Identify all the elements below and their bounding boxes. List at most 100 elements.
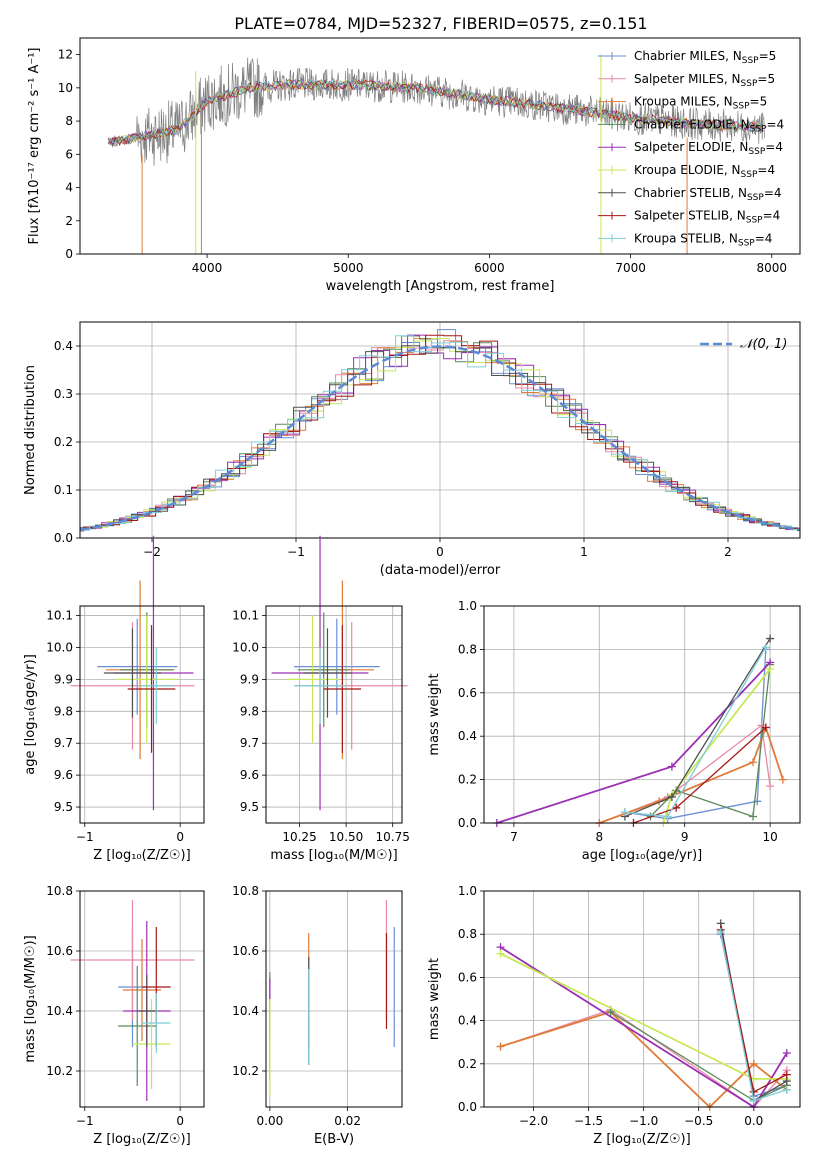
y-tick-label: 10.0: [46, 640, 73, 654]
legend-label: Salpeter MILES, NSSP=5: [634, 72, 775, 89]
axes-frame: [79, 890, 205, 1108]
series-marker: [782, 1070, 791, 1079]
series-marker: [496, 949, 505, 958]
y-tick-label: 0.0: [458, 1100, 477, 1114]
x-tick-label: 0: [176, 1114, 184, 1128]
x-tick-label: −1: [76, 830, 94, 844]
x-tick-label: 10.75: [376, 830, 410, 844]
series-line: [500, 1009, 788, 1108]
x-tick-label: 4000: [192, 261, 223, 275]
panel-age-vs-mass: [262, 606, 402, 827]
x-tick-label: −2: [143, 545, 161, 559]
y-tick-label: 6: [65, 147, 73, 161]
legend-label: Chabrier STELIB, NSSP=4: [634, 186, 782, 203]
axes-frame: [265, 605, 403, 824]
x-tick-label: 9: [681, 830, 689, 844]
y-tick-label: 0.4: [458, 1014, 477, 1028]
y-tick-label: 0.0: [54, 531, 73, 545]
y-tick-label: 1.0: [458, 884, 477, 898]
legend-label: Salpeter STELIB, NSSP=4: [634, 209, 780, 226]
series-marker: [766, 664, 775, 673]
x-tick-label: 0.02: [334, 1114, 361, 1128]
y-tick-label: 0.2: [458, 773, 477, 787]
series-marker: [757, 721, 766, 730]
panel-spectrum: [76, 54, 773, 258]
y-axis-label: Flux [fλ10⁻¹⁷ erg cm⁻² s⁻¹ A⁻¹]: [27, 48, 42, 245]
x-tick-label: −1: [287, 545, 305, 559]
x-axis-label: mass [log₁₀(M/M☉)]: [270, 848, 397, 863]
axes-frame: [79, 37, 801, 255]
y-tick-label: 10.8: [46, 884, 73, 898]
y-tick-label: 9.5: [54, 800, 73, 814]
y-tick-label: 0: [65, 247, 73, 261]
normal-curve: [80, 345, 800, 531]
x-axis-label: (data-model)/error: [380, 563, 501, 578]
axes-frame: [265, 890, 403, 1108]
y-tick-label: 9.9: [240, 672, 259, 686]
y-tick-label: 1.0: [458, 599, 477, 613]
x-tick-label: 1: [580, 545, 588, 559]
y-tick-label: 10: [58, 81, 73, 95]
histograms: [80, 329, 800, 532]
y-tick-label: 9.6: [54, 768, 73, 782]
spectrum-lines: [107, 54, 765, 254]
y-tick-label: 10.2: [232, 1064, 259, 1078]
legend-label: Kroupa STELIB, NSSP=4: [634, 231, 772, 248]
y-tick-label: 12: [58, 48, 73, 62]
series-marker: [766, 782, 775, 791]
series-marker: [782, 1085, 791, 1094]
y-tick-label: 10.4: [232, 1004, 259, 1018]
legend-label: 𝒩(0, 1): [740, 337, 787, 352]
legend-label: Chabrier MILES, NSSP=5: [634, 49, 776, 66]
series-marker: [663, 812, 672, 821]
x-axis-label: E(B-V): [314, 1132, 354, 1147]
legend-label: Salpeter ELODIE, NSSP=4: [634, 140, 783, 157]
y-tick-label: 10.1: [232, 609, 259, 623]
y-tick-label: 0.8: [458, 642, 477, 656]
y-tick-label: 9.8: [240, 704, 259, 718]
y-tick-label: 9.7: [240, 736, 259, 750]
x-tick-label: 10.25: [282, 830, 316, 844]
x-tick-label: 7: [510, 830, 518, 844]
x-tick-label: −1.0: [629, 1114, 658, 1128]
series-marker: [749, 1059, 758, 1068]
series-line: [650, 664, 771, 818]
y-tick-label: 9.9: [54, 672, 73, 686]
series-marker: [749, 1087, 758, 1096]
x-axis-label: age [log₁₀(age/yr)]: [582, 848, 703, 863]
x-tick-label: 10.50: [329, 830, 363, 844]
x-axis-label: Z [log₁₀(Z/Z☉)]: [593, 1132, 690, 1147]
series-marker: [716, 928, 725, 937]
x-tick-label: 0.0: [744, 1114, 763, 1128]
y-tick-label: 0.3: [54, 387, 73, 401]
series-marker: [620, 808, 629, 817]
series-marker: [761, 723, 770, 732]
x-tick-label: 10: [762, 830, 777, 844]
model-spectrum: [107, 79, 764, 145]
y-tick-label: 10.6: [46, 944, 73, 958]
series-marker: [672, 803, 681, 812]
axes-frame: [483, 605, 801, 824]
y-tick-label: 9.8: [54, 704, 73, 718]
x-tick-label: 8000: [756, 261, 787, 275]
y-tick-label: 0.0: [458, 816, 477, 830]
figure-title: PLATE=0784, MJD=52327, FIBERID=0575, z=0…: [234, 14, 647, 33]
series-marker: [782, 1049, 791, 1057]
y-tick-label: 0.2: [458, 1057, 477, 1071]
y-tick-label: 0.6: [458, 970, 477, 984]
x-tick-label: 0.00: [257, 1114, 284, 1128]
y-tick-label: 0.6: [458, 686, 477, 700]
series-marker: [749, 758, 758, 767]
x-tick-label: −2.0: [519, 1114, 548, 1128]
series-marker: [496, 1042, 505, 1051]
y-tick-label: 10.0: [232, 640, 259, 654]
series-marker: [667, 762, 676, 771]
series-marker: [606, 1007, 615, 1016]
series-marker: [667, 792, 676, 801]
x-tick-label: −1: [76, 1114, 94, 1128]
x-tick-label: 5000: [333, 261, 364, 275]
x-tick-label: −1.5: [574, 1114, 603, 1128]
axes-frame: [483, 890, 801, 1108]
x-tick-label: 2: [724, 545, 732, 559]
